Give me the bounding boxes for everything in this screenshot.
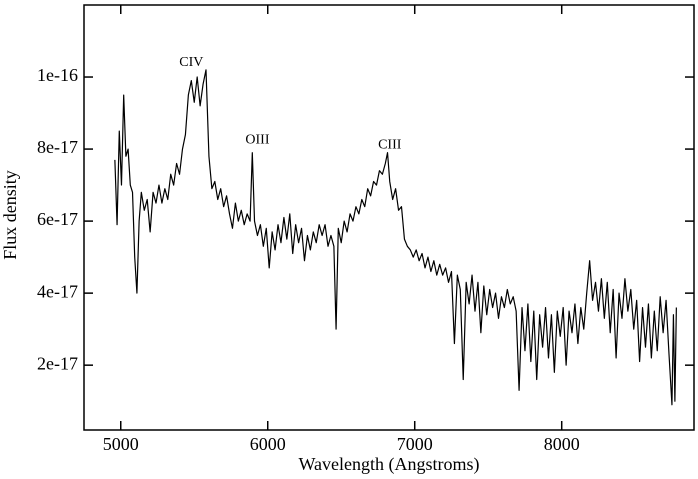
y-tick-label: 4e-17 — [37, 281, 78, 301]
annotation: OIII — [245, 132, 269, 147]
y-axis-title: Flux density — [0, 170, 20, 260]
annotation: CIV — [179, 55, 203, 70]
x-tick-label: 6000 — [250, 434, 286, 454]
annotation: CIII — [378, 138, 402, 153]
x-tick-label: 7000 — [397, 434, 433, 454]
y-tick-label: 6e-17 — [37, 209, 78, 229]
y-tick-label: 2e-17 — [37, 353, 78, 373]
spectrum-line — [114, 69, 677, 406]
plot-frame — [83, 4, 695, 431]
x-tick-label: 5000 — [103, 434, 139, 454]
x-axis-title: Wavelength (Angstroms) — [298, 454, 479, 475]
y-tick-label: 1e-16 — [37, 65, 78, 85]
y-tick-label: 8e-17 — [37, 137, 78, 157]
x-tick-label: 8000 — [544, 434, 580, 454]
